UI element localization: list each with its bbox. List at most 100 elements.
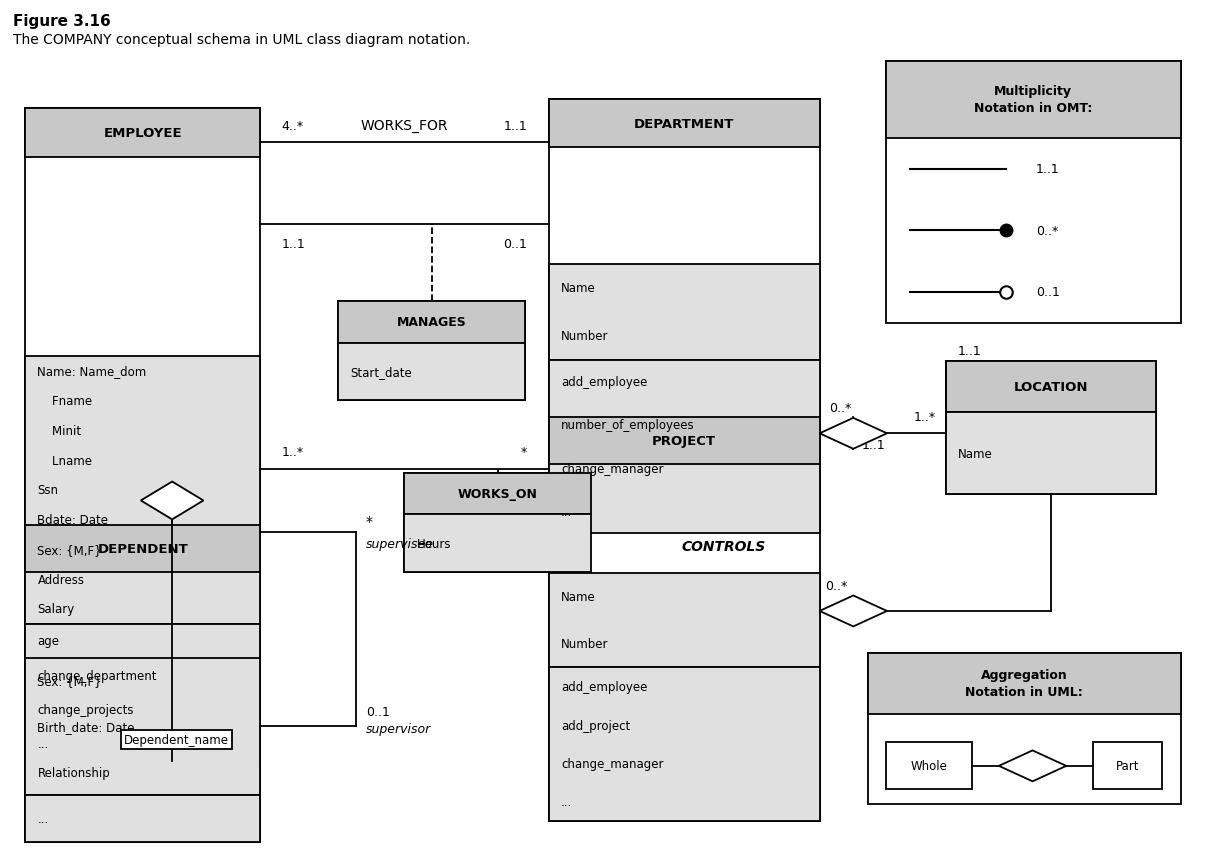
Text: 1..1: 1..1 — [503, 120, 527, 133]
Bar — [549, 100, 820, 534]
Polygon shape — [820, 596, 886, 627]
Polygon shape — [141, 482, 204, 520]
Text: Name: Name — [958, 447, 993, 460]
Text: 0..1: 0..1 — [1036, 286, 1060, 299]
Text: 4..*: 4..* — [282, 120, 304, 133]
Text: Name: Name — [561, 591, 596, 604]
Text: change_department: change_department — [37, 669, 157, 682]
Text: ...: ... — [37, 737, 48, 750]
Text: supervisee: supervisee — [365, 537, 434, 550]
Text: add_employee: add_employee — [561, 375, 648, 388]
Bar — [549, 573, 820, 668]
Bar — [404, 474, 591, 515]
Text: EMPLOYEE: EMPLOYEE — [104, 127, 182, 139]
Text: CONTROLS: CONTROLS — [681, 539, 766, 554]
Text: *: * — [365, 514, 373, 529]
Text: supervisor: supervisor — [365, 722, 432, 735]
Text: Fname: Fname — [37, 394, 93, 407]
Polygon shape — [999, 751, 1066, 782]
Text: ...: ... — [37, 812, 48, 826]
Text: add_project: add_project — [561, 719, 631, 732]
Text: Number: Number — [561, 638, 608, 651]
Text: Sex: {M,F}: Sex: {M,F} — [37, 543, 103, 556]
Text: DEPENDENT: DEPENDENT — [98, 542, 188, 555]
Bar — [867, 653, 1181, 714]
Bar — [549, 418, 820, 465]
Text: 0..*: 0..* — [830, 402, 851, 415]
Text: Start_date: Start_date — [350, 365, 412, 378]
Text: DEPARTMENT: DEPARTMENT — [634, 117, 734, 130]
Text: Salary: Salary — [37, 603, 75, 616]
Text: change_projects: change_projects — [37, 703, 134, 716]
Text: MANAGES: MANAGES — [397, 316, 467, 329]
Text: 1..1: 1..1 — [282, 238, 305, 251]
Bar — [549, 100, 820, 148]
Text: 0..*: 0..* — [1036, 225, 1059, 238]
Text: 1..1: 1..1 — [1036, 163, 1060, 176]
Text: Part: Part — [1116, 759, 1140, 772]
Bar — [339, 301, 525, 344]
Text: ...: ... — [561, 505, 572, 518]
Bar — [25, 525, 260, 842]
Text: change_manager: change_manager — [561, 757, 663, 770]
Text: Figure 3.16: Figure 3.16 — [13, 15, 111, 29]
Text: number_of_employees: number_of_employees — [561, 418, 695, 431]
Polygon shape — [820, 418, 886, 449]
Bar — [25, 525, 260, 573]
Text: PROJECT: PROJECT — [652, 435, 716, 448]
Text: The COMPANY conceptual schema in UML class diagram notation.: The COMPANY conceptual schema in UML cla… — [13, 33, 470, 47]
Bar — [885, 61, 1181, 139]
Text: Name: Name — [561, 282, 596, 295]
Bar — [885, 61, 1181, 323]
Text: Bdate: Date: Bdate: Date — [37, 513, 109, 526]
Bar — [946, 412, 1157, 495]
Text: Multiplicity
Notation in OMT:: Multiplicity Notation in OMT: — [974, 85, 1093, 115]
Text: Birth_date: Date: Birth_date: Date — [37, 720, 135, 733]
Bar — [404, 474, 591, 572]
Text: 0..1: 0..1 — [365, 705, 390, 718]
Bar — [549, 418, 820, 821]
Bar — [25, 356, 260, 624]
Text: 1..*: 1..* — [282, 446, 304, 459]
Bar — [25, 108, 260, 761]
Bar — [339, 301, 525, 400]
Text: 1..*: 1..* — [914, 411, 936, 424]
Bar — [946, 362, 1157, 495]
Text: 1..1: 1..1 — [862, 438, 885, 451]
Text: WORKS_ON: WORKS_ON — [458, 487, 538, 500]
Text: *: * — [521, 446, 527, 459]
Text: Whole: Whole — [911, 759, 948, 772]
Text: LOCATION: LOCATION — [1014, 381, 1089, 393]
Bar — [25, 796, 260, 842]
Bar — [1093, 742, 1163, 790]
Text: Ssn: Ssn — [37, 484, 58, 497]
Bar — [25, 624, 260, 761]
Text: WORKS_FOR: WORKS_FOR — [361, 119, 449, 133]
Bar — [404, 515, 591, 572]
Text: Relationship: Relationship — [37, 765, 110, 778]
Text: change_manager: change_manager — [561, 462, 663, 475]
Bar — [339, 344, 525, 400]
Text: ...: ... — [561, 796, 572, 808]
Text: 1..1: 1..1 — [958, 344, 982, 357]
Text: 0..*: 0..* — [826, 579, 848, 592]
Bar — [885, 742, 972, 790]
Text: Number: Number — [561, 330, 608, 343]
Text: age: age — [37, 635, 59, 647]
Text: Aggregation
Notation in UML:: Aggregation Notation in UML: — [965, 669, 1083, 698]
Bar — [25, 108, 260, 158]
Text: Lname: Lname — [37, 454, 93, 467]
Bar — [867, 653, 1181, 804]
Text: add_employee: add_employee — [561, 680, 648, 693]
Bar — [549, 265, 820, 360]
Text: Name: Name_dom: Name: Name_dom — [37, 365, 147, 378]
Text: Sex: {M,F}: Sex: {M,F} — [37, 674, 103, 687]
Text: 0..1: 0..1 — [503, 238, 527, 251]
Bar — [549, 668, 820, 821]
Bar — [549, 360, 820, 534]
Bar — [946, 362, 1157, 412]
Text: Dependent_name: Dependent_name — [124, 733, 229, 746]
Text: Hours: Hours — [416, 537, 451, 550]
Bar — [25, 658, 260, 796]
Text: Address: Address — [37, 573, 84, 585]
